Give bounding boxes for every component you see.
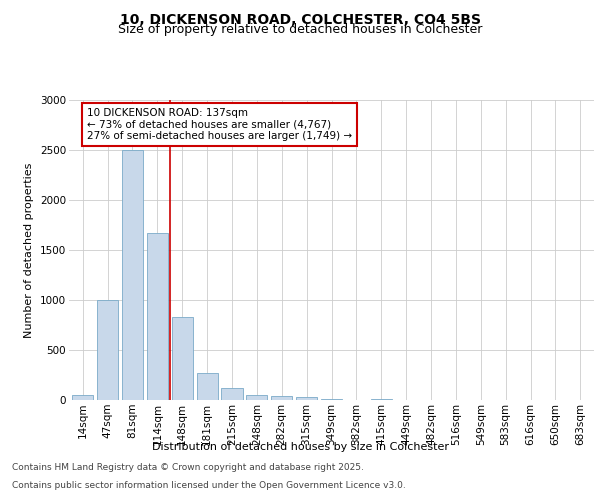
Bar [221,388,242,400]
Bar [321,398,342,400]
Bar [197,373,218,400]
Bar [371,398,392,400]
Bar [172,317,193,400]
Text: 10 DICKENSON ROAD: 137sqm
← 73% of detached houses are smaller (4,767)
27% of se: 10 DICKENSON ROAD: 137sqm ← 73% of detac… [87,108,352,141]
Text: Contains HM Land Registry data © Crown copyright and database right 2025.: Contains HM Land Registry data © Crown c… [12,464,364,472]
Bar [72,395,93,400]
Bar [271,396,292,400]
Bar [147,233,168,400]
Text: Contains public sector information licensed under the Open Government Licence v3: Contains public sector information licen… [12,481,406,490]
Text: Distribution of detached houses by size in Colchester: Distribution of detached houses by size … [151,442,449,452]
Bar [246,394,268,400]
Bar [97,300,118,400]
Bar [122,150,143,400]
Text: Size of property relative to detached houses in Colchester: Size of property relative to detached ho… [118,22,482,36]
Text: 10, DICKENSON ROAD, COLCHESTER, CO4 5BS: 10, DICKENSON ROAD, COLCHESTER, CO4 5BS [119,12,481,26]
Y-axis label: Number of detached properties: Number of detached properties [25,162,34,338]
Bar [296,397,317,400]
